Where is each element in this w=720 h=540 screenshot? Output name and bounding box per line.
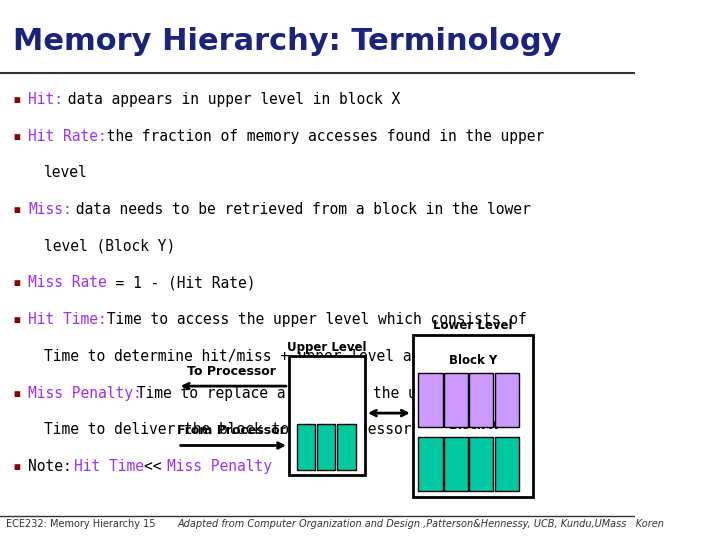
Text: Time to deliver the block to the processor: Time to deliver the block to the process… [44, 422, 411, 437]
Text: Time to replace a block in the upper level  +: Time to replace a block in the upper lev… [128, 386, 531, 401]
Bar [413, 335, 534, 497]
Text: ▪: ▪ [13, 386, 30, 401]
Bar [297, 424, 315, 470]
Text: data appears in upper level in block X: data appears in upper level in block X [59, 92, 400, 107]
Text: Time to determine hit/miss + upper level access time: Time to determine hit/miss + upper level… [44, 349, 498, 364]
Text: Hit Rate:: Hit Rate: [28, 129, 107, 144]
Text: ▪: ▪ [13, 202, 30, 217]
Bar [289, 356, 365, 475]
Text: the fraction of memory accesses found in the upper: the fraction of memory accesses found in… [98, 129, 544, 144]
Bar [495, 437, 518, 491]
Text: ECE232: Memory Hierarchy 15: ECE232: Memory Hierarchy 15 [6, 519, 156, 530]
Bar [444, 373, 468, 427]
Bar [469, 373, 493, 427]
Text: Block Y: Block Y [449, 354, 497, 367]
Text: Miss Penalty: Miss Penalty [167, 459, 272, 474]
Bar [418, 437, 443, 491]
Bar [318, 424, 336, 470]
Text: Hit:: Hit: [28, 92, 63, 107]
Text: ▪: ▪ [13, 129, 30, 144]
Text: ▪: ▪ [13, 459, 30, 474]
Text: Upper Level: Upper Level [287, 341, 366, 354]
Text: ▪: ▪ [13, 92, 30, 107]
Bar [338, 424, 356, 470]
Text: ▪: ▪ [13, 275, 30, 291]
Text: level: level [44, 165, 87, 180]
Text: = 1 - (Hit Rate): = 1 - (Hit Rate) [98, 275, 255, 291]
Bar [469, 437, 493, 491]
Text: From Processor: From Processor [177, 424, 286, 437]
Text: <<: << [144, 459, 170, 474]
Text: Block X: Block X [449, 419, 498, 432]
Text: Hit Time: Hit Time [74, 459, 153, 474]
Text: data needs to be retrieved from a block in the lower: data needs to be retrieved from a block … [67, 202, 531, 217]
Bar [418, 373, 443, 427]
Text: Miss Rate: Miss Rate [28, 275, 107, 291]
Bar [444, 437, 468, 491]
Text: level (Block Y): level (Block Y) [44, 239, 175, 254]
Text: Miss Penalty:: Miss Penalty: [28, 386, 142, 401]
Text: Miss:: Miss: [28, 202, 72, 217]
Text: Adapted from Computer Organization and Design ,Patterson&Hennessy, UCB, Kundu,UM: Adapted from Computer Organization and D… [178, 519, 665, 530]
Text: ▪: ▪ [13, 312, 30, 327]
Bar [495, 373, 518, 427]
Text: Lower Level: Lower Level [433, 319, 513, 332]
Text: Note:: Note: [28, 459, 81, 474]
Text: Time to access the upper level which consists of: Time to access the upper level which con… [98, 312, 526, 327]
Text: Hit Time:: Hit Time: [28, 312, 107, 327]
Text: To Processor: To Processor [187, 365, 276, 378]
Text: Memory Hierarchy: Terminology: Memory Hierarchy: Terminology [13, 27, 561, 56]
